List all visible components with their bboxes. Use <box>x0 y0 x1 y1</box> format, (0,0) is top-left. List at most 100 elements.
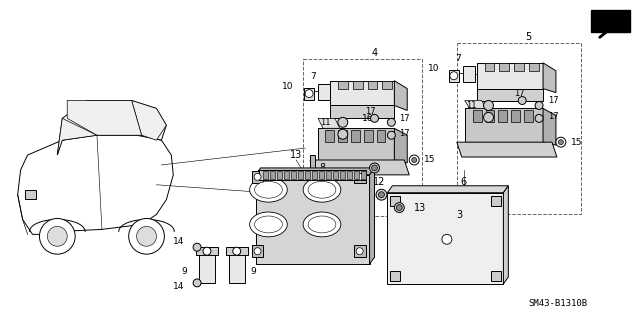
Bar <box>347 171 352 179</box>
Circle shape <box>518 97 526 105</box>
Bar <box>457 43 580 213</box>
Bar <box>351 130 360 142</box>
Ellipse shape <box>303 177 341 202</box>
Bar <box>449 70 459 82</box>
Circle shape <box>396 204 403 211</box>
Circle shape <box>484 100 493 110</box>
Bar <box>284 171 289 179</box>
Polygon shape <box>394 81 407 110</box>
Polygon shape <box>353 81 363 89</box>
Bar <box>303 59 422 216</box>
Bar <box>524 110 533 122</box>
Bar <box>333 171 338 179</box>
Polygon shape <box>67 100 141 135</box>
Bar <box>354 245 365 257</box>
Text: 17: 17 <box>399 129 410 138</box>
Bar <box>473 110 481 122</box>
Bar <box>364 130 372 142</box>
Ellipse shape <box>250 177 287 202</box>
Polygon shape <box>465 108 543 142</box>
Ellipse shape <box>255 216 282 233</box>
Bar <box>264 171 268 179</box>
FancyBboxPatch shape <box>591 10 630 32</box>
Circle shape <box>371 115 378 122</box>
Bar <box>338 130 347 142</box>
Bar <box>463 66 475 82</box>
Text: 17: 17 <box>514 89 525 98</box>
Bar <box>291 171 296 179</box>
Circle shape <box>559 140 563 145</box>
Circle shape <box>394 203 404 212</box>
Polygon shape <box>310 160 409 175</box>
Polygon shape <box>58 100 166 155</box>
Circle shape <box>356 174 363 180</box>
Polygon shape <box>477 63 543 89</box>
Ellipse shape <box>250 212 287 237</box>
Text: 14: 14 <box>173 282 184 291</box>
Bar <box>259 170 365 180</box>
Bar <box>226 247 248 255</box>
Bar <box>492 271 501 281</box>
Text: 17: 17 <box>365 107 376 116</box>
Circle shape <box>233 247 241 255</box>
Text: 12: 12 <box>373 177 386 187</box>
Text: Fr.: Fr. <box>604 16 617 26</box>
Bar <box>312 171 317 179</box>
Text: 15: 15 <box>571 138 582 147</box>
Text: 3: 3 <box>457 210 463 219</box>
Bar <box>318 84 330 100</box>
Polygon shape <box>529 63 539 71</box>
Text: 9: 9 <box>251 266 257 276</box>
Bar <box>354 171 365 183</box>
Ellipse shape <box>308 216 336 233</box>
Polygon shape <box>387 186 508 193</box>
Bar <box>304 88 314 100</box>
Circle shape <box>338 117 348 127</box>
Circle shape <box>40 219 75 254</box>
Circle shape <box>409 155 419 165</box>
Bar <box>271 171 275 179</box>
Polygon shape <box>255 175 369 264</box>
Text: 17: 17 <box>399 114 410 123</box>
Polygon shape <box>499 63 509 71</box>
Polygon shape <box>484 63 495 71</box>
Polygon shape <box>310 155 315 175</box>
Text: 13: 13 <box>414 203 426 212</box>
Bar <box>24 190 36 199</box>
Bar <box>305 171 310 179</box>
Polygon shape <box>387 193 504 284</box>
Text: 1: 1 <box>472 113 477 122</box>
Polygon shape <box>394 128 407 163</box>
Bar <box>390 271 400 281</box>
Text: 15: 15 <box>424 155 436 165</box>
Circle shape <box>338 129 348 139</box>
Polygon shape <box>338 81 348 89</box>
Polygon shape <box>330 81 394 106</box>
Text: 16: 16 <box>362 114 373 123</box>
Text: 9: 9 <box>181 266 187 276</box>
Bar <box>298 171 303 179</box>
Bar <box>319 171 324 179</box>
Bar <box>277 171 282 179</box>
Polygon shape <box>543 63 556 93</box>
Polygon shape <box>318 128 394 160</box>
Text: 13: 13 <box>290 150 302 160</box>
Polygon shape <box>543 108 556 145</box>
Text: 11: 11 <box>466 101 477 110</box>
Circle shape <box>47 226 67 246</box>
Bar <box>354 171 358 179</box>
Ellipse shape <box>308 181 336 198</box>
Bar <box>325 130 334 142</box>
Bar <box>340 171 345 179</box>
Text: 6: 6 <box>461 177 467 187</box>
Polygon shape <box>132 100 166 140</box>
Polygon shape <box>504 186 508 284</box>
Polygon shape <box>465 100 486 108</box>
Polygon shape <box>318 118 340 128</box>
Circle shape <box>372 165 378 171</box>
Text: 17: 17 <box>548 96 559 105</box>
Text: 7: 7 <box>455 54 461 63</box>
Circle shape <box>254 174 261 180</box>
Text: 4: 4 <box>371 48 378 58</box>
Bar <box>511 110 520 122</box>
